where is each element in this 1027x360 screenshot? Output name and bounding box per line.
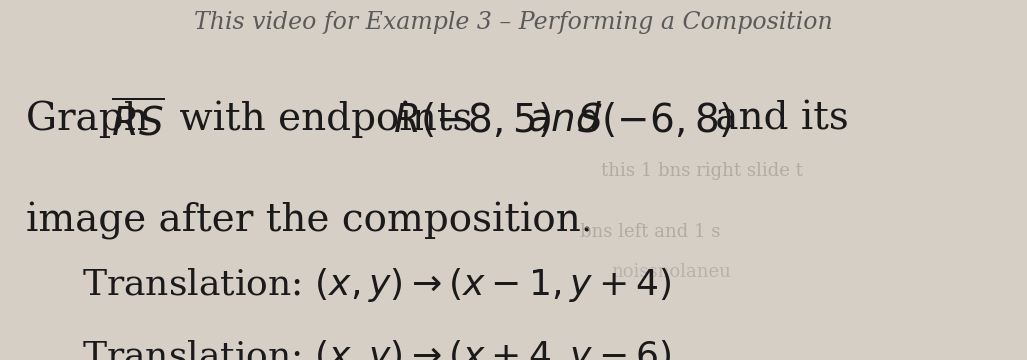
Text: Translation: $(x, y) \rightarrow (x + 4, y - 6)$: Translation: $(x, y) \rightarrow (x + 4,… xyxy=(82,338,672,360)
Text: Graph: Graph xyxy=(26,101,161,138)
Text: $\overline{RS}$: $\overline{RS}$ xyxy=(111,101,164,144)
Text: this 1 bns right slide t: this 1 bns right slide t xyxy=(601,162,803,180)
Text: This video for Example 3 – Performing a Composition: This video for Example 3 – Performing a … xyxy=(194,11,833,34)
Text: Translation: $(x, y) \rightarrow (x - 1, y + 4)$: Translation: $(x, y) \rightarrow (x - 1,… xyxy=(82,266,672,305)
Text: $R(-8, 5)$: $R(-8, 5)$ xyxy=(393,101,551,140)
Text: $and\ $: $and\ $ xyxy=(527,101,602,139)
Text: image after the composition.: image after the composition. xyxy=(26,202,593,240)
Text: and its: and its xyxy=(703,101,849,138)
Text: $S(-6, 8)$: $S(-6, 8)$ xyxy=(577,101,733,140)
Text: with endpoints: with endpoints xyxy=(167,101,485,138)
Text: noissnolaneu: noissnolaneu xyxy=(611,263,731,281)
Text: bns left and 1 s: bns left and 1 s xyxy=(580,223,721,241)
